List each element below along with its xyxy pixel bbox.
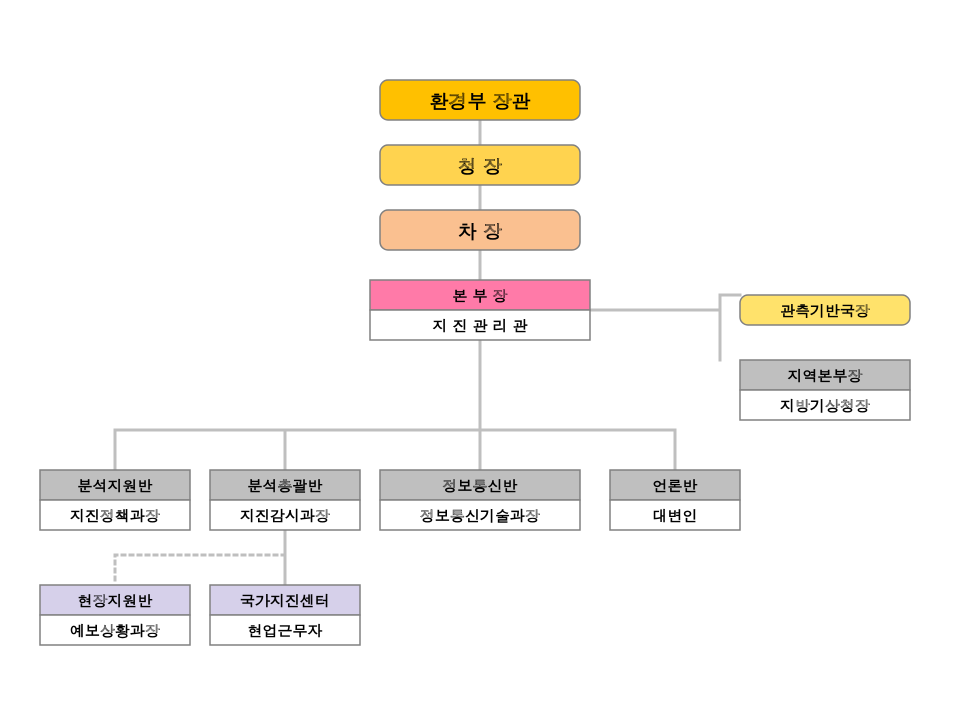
- node-label: 환경부 장관: [429, 88, 530, 115]
- node-label: 현장지원반: [78, 591, 153, 612]
- node-label: 대변인: [653, 506, 698, 527]
- node-label: 언론반: [653, 476, 698, 497]
- node-team3_head: 정보통신반: [380, 470, 580, 500]
- node-minister: 환경부 장관: [380, 80, 580, 120]
- org-chart: 환경부 장관청 장차 장본 부 장지 진 관 리 관 관측기반국장지역본부장지방기…: [0, 0, 960, 720]
- node-team4_head: 언론반: [610, 470, 740, 500]
- node-label: 분석지원반: [78, 476, 153, 497]
- node-label: 정보통신반: [443, 476, 518, 497]
- node-obs_head: 관측기반국장: [740, 295, 910, 325]
- node-label: 지 진 관 리 관: [432, 316, 527, 337]
- node-region_head: 지역본부장: [740, 360, 910, 390]
- node-label: 지역본부장: [788, 366, 863, 387]
- node-team4_sub: 대변인: [610, 500, 740, 530]
- node-label: 지진정책과장: [70, 506, 160, 527]
- node-chief: 청 장: [380, 145, 580, 185]
- node-label: 차 장: [458, 218, 502, 245]
- node-hq_mgr: 지 진 관 리 관: [370, 310, 590, 340]
- node-team2_head: 분석총괄반: [210, 470, 360, 500]
- node-label: 관측기반국장: [780, 301, 870, 322]
- node-region_sub: 지방기상청장: [740, 390, 910, 420]
- node-vice: 차 장: [380, 210, 580, 250]
- node-label: 본 부 장: [452, 286, 507, 307]
- node-label: 국가지진센터: [240, 591, 330, 612]
- node-team1_head: 분석지원반: [40, 470, 190, 500]
- node-label: 청 장: [458, 153, 502, 180]
- node-sub1_head: 현장지원반: [40, 585, 190, 615]
- node-label: 예보상황과장: [70, 621, 160, 642]
- node-label: 정보통신기술과장: [420, 506, 540, 527]
- node-label: 지진감시과장: [240, 506, 330, 527]
- node-label: 지방기상청장: [780, 396, 870, 417]
- node-hq_head: 본 부 장: [370, 280, 590, 310]
- node-team3_sub: 정보통신기술과장: [380, 500, 580, 530]
- node-team2_sub: 지진감시과장: [210, 500, 360, 530]
- node-sub1_sub: 예보상황과장: [40, 615, 190, 645]
- node-label: 현업근무자: [248, 621, 323, 642]
- node-sub2_head: 국가지진센터: [210, 585, 360, 615]
- node-team1_sub: 지진정책과장: [40, 500, 190, 530]
- node-sub2_sub: 현업근무자: [210, 615, 360, 645]
- node-label: 분석총괄반: [248, 476, 323, 497]
